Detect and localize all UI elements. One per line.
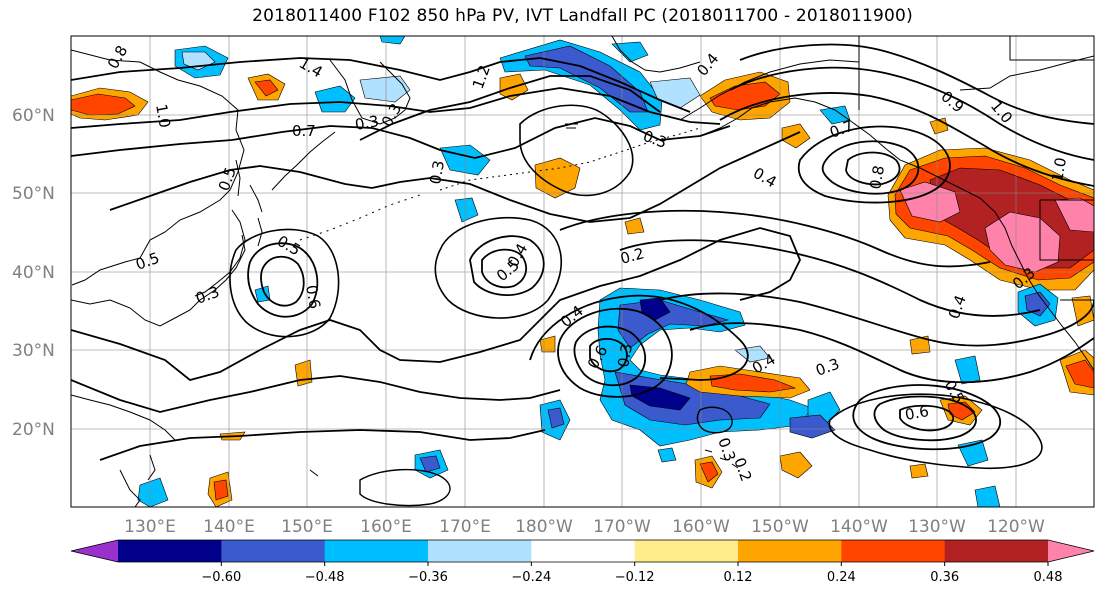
lon-label: 160°W (672, 517, 730, 537)
lon-label: 160°E (360, 517, 412, 537)
colorbar-segment (531, 540, 636, 562)
colorbar-extend-high (1048, 540, 1094, 562)
colorbar-tick-label: −0.48 (305, 570, 345, 585)
contour-label: 0.6 (302, 284, 324, 311)
lon-label: 150°W (751, 517, 809, 537)
lon-label: 140°E (203, 517, 255, 537)
colorbar-segment (634, 540, 739, 562)
colorbar-tick-label: −0.24 (511, 570, 551, 585)
colorbar-segment (841, 540, 946, 562)
colorbar-tick-label: 0.24 (827, 570, 856, 585)
contour-label: 0.3 (354, 112, 381, 134)
colorbar-extend-low (71, 540, 118, 562)
colorbar-tick-label: −0.60 (201, 570, 241, 585)
lat-label-50n: 50°N (12, 184, 55, 204)
colorbar-segment (428, 540, 532, 562)
contour-label: 0.3 (614, 342, 636, 369)
latitude-labels: 60°N 50°N 40°N 30°N 20°N (12, 106, 55, 440)
map-title: 2018011400 F102 850 hPa PV, IVT Landfall… (252, 6, 913, 26)
lon-label: 170°E (439, 517, 491, 537)
contour-label: 0.2 (618, 244, 646, 268)
lat-label-40n: 40°N (12, 263, 55, 283)
colorbar-tick-label: −0.36 (408, 570, 448, 585)
coastlines (71, 36, 1094, 507)
lat-label-20n: 20°N (12, 420, 55, 440)
lon-label: 180°W (515, 517, 573, 537)
contour-label: 0.8 (866, 164, 888, 191)
lon-label: 130°E (124, 517, 176, 537)
colorbar-segment (738, 540, 842, 562)
colorbar-segment (221, 540, 326, 562)
colorbar-ticks: −0.60 −0.48 −0.36 −0.24 −0.12 0.12 0.24 0.36 0.4… (201, 562, 1063, 585)
lon-label: 130°W (908, 517, 966, 537)
shaded-anomaly-patches (71, 36, 1094, 507)
colorbar-tick-label: −0.12 (615, 570, 655, 585)
lat-label-60n: 60°N (12, 106, 55, 126)
contour-label: 0.3 (426, 159, 448, 186)
map-frame (70, 35, 1095, 508)
lon-label: 120°W (987, 517, 1045, 537)
map-gridlines (71, 36, 1094, 507)
colorbar-tick-label: 0.12 (724, 570, 753, 585)
map-panel (71, 36, 1094, 507)
contour-label: 1.0 (1048, 156, 1070, 183)
lat-label-30n: 30°N (12, 341, 55, 361)
colorbar-tick-label: 0.48 (1034, 570, 1063, 585)
colorbar-segment (944, 540, 1049, 562)
pv-contours (71, 43, 1094, 507)
contour-label: 1.0 (152, 103, 174, 130)
lon-label: 140°W (830, 517, 888, 537)
contour-label: 0.6 (904, 402, 931, 424)
colorbar (70, 539, 1095, 563)
colorbar-segment (118, 540, 222, 562)
lon-label: 170°W (593, 517, 651, 537)
longitude-labels: 130°E 140°E 150°E 160°E 170°E 180°W 170°… (124, 517, 1045, 537)
colorbar-segment (324, 540, 429, 562)
colorbar-outline (70, 539, 1095, 563)
contour-label: 0.7 (292, 122, 316, 140)
lon-label: 150°E (281, 517, 333, 537)
colorbar-tick-label: 0.36 (930, 570, 959, 585)
